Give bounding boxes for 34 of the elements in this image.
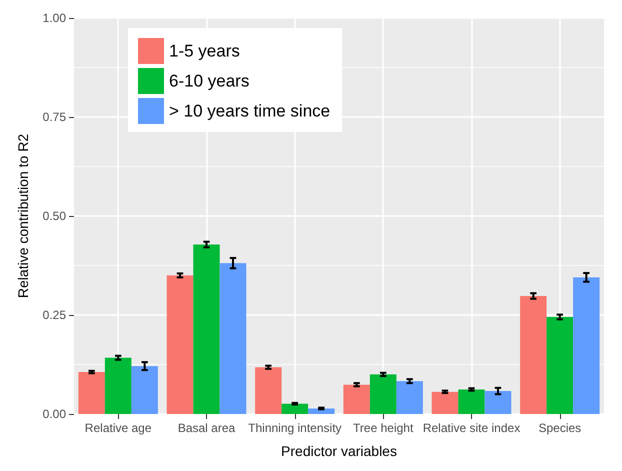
legend-label: 6-10 years <box>169 72 250 90</box>
bar <box>458 389 485 414</box>
bar <box>370 374 396 414</box>
bar <box>343 384 370 414</box>
bar <box>282 404 308 414</box>
y-tick-label: 0.50 <box>42 209 66 223</box>
bar <box>432 392 458 414</box>
bar <box>396 381 423 414</box>
x-tick-label: Species <box>538 421 582 435</box>
y-tick-label: 0.25 <box>42 308 66 322</box>
bar <box>131 366 158 414</box>
bar <box>308 408 335 414</box>
bar <box>546 316 574 414</box>
x-tick-label: Relative age <box>84 421 152 435</box>
y-tick-label: 0.75 <box>42 110 66 124</box>
legend-label: 1-5 years <box>169 42 240 60</box>
legend-label: > 10 years time since <box>169 102 330 120</box>
bar <box>193 244 220 414</box>
bar <box>255 367 282 414</box>
y-tick-label: 1.00 <box>42 11 66 25</box>
x-tick-label: Thinning intensity <box>248 421 342 435</box>
bar <box>520 296 547 414</box>
x-tick-label: Relative site index <box>422 421 520 435</box>
bar <box>166 275 194 414</box>
x-tick-label: Basal area <box>178 421 236 435</box>
y-axis-title: Relative contribution to R2 <box>15 134 31 298</box>
x-tick-label: Tree height <box>353 421 414 435</box>
bar <box>78 372 105 414</box>
bar <box>573 277 600 414</box>
bar <box>484 391 512 414</box>
bar <box>220 263 246 414</box>
x-axis-title: Predictor variables <box>281 443 397 459</box>
y-tick-label: 0.00 <box>42 407 66 421</box>
bar <box>104 358 132 414</box>
